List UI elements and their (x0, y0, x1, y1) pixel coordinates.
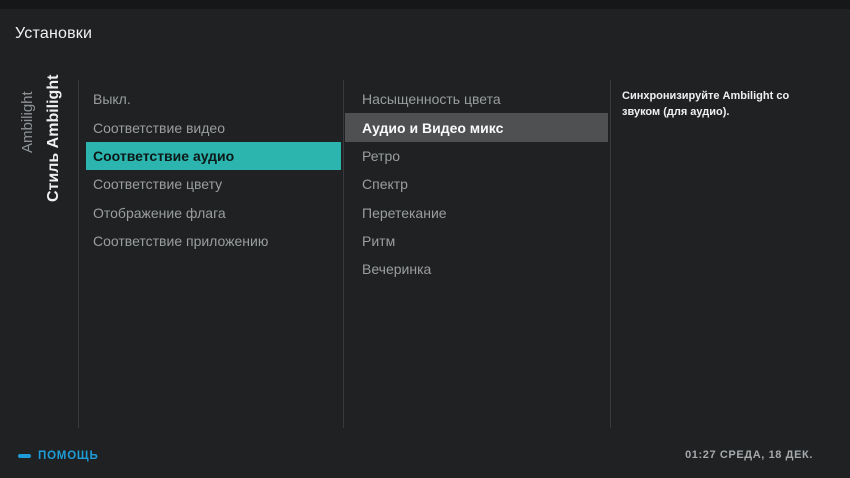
audio-mode-submenu: Насыщенность цвета Аудио и Видео микс Ре… (345, 85, 608, 283)
submenu-item-flow[interactable]: Перетекание (362, 204, 447, 221)
help-label: ПОМОЩЬ (38, 450, 99, 462)
menu-item-follow-color[interactable]: Соответствие цвету (93, 176, 223, 193)
submenu-item-spectrum[interactable]: Спектр (362, 176, 408, 193)
clock-text: 01:27 СРЕДА, 18 ДЕК. (685, 449, 813, 461)
sidebar-section-label: Ambilight (19, 91, 36, 153)
submenu-item-color-saturation[interactable]: Насыщенность цвета (362, 91, 501, 108)
description-text: Синхронизируйте Ambilight со звуком (для… (622, 90, 790, 118)
column-divider-left (78, 80, 79, 428)
column-divider-right (610, 80, 611, 428)
column-divider-middle (343, 80, 344, 428)
page-title: Установки (15, 25, 93, 42)
ambilight-style-menu: Выкл. Соответствие видео Соответствие ау… (86, 85, 341, 255)
submenu-item-retro[interactable]: Ретро (362, 147, 401, 164)
help-key-icon (18, 454, 31, 458)
menu-item-follow-video[interactable]: Соответствие видео (93, 119, 225, 136)
submenu-item-audio-video-mix[interactable]: Аудио и Видео микс (345, 113, 608, 142)
sidebar-active-label[interactable]: Стиль Ambilight (45, 74, 62, 202)
menu-item-follow-audio[interactable]: Соответствие аудио (86, 141, 341, 171)
menu-item-flag-display[interactable]: Отображение флага (93, 204, 226, 221)
menu-item-follow-app: Соответствие приложению (93, 232, 269, 249)
submenu-item-party[interactable]: Вечеринка (362, 261, 432, 278)
top-strip (0, 0, 850, 9)
menu-item-off[interactable]: Выкл. (93, 91, 131, 108)
submenu-item-rhythm[interactable]: Ритм (362, 232, 396, 249)
help-button[interactable]: ПОМОЩЬ (18, 448, 99, 464)
